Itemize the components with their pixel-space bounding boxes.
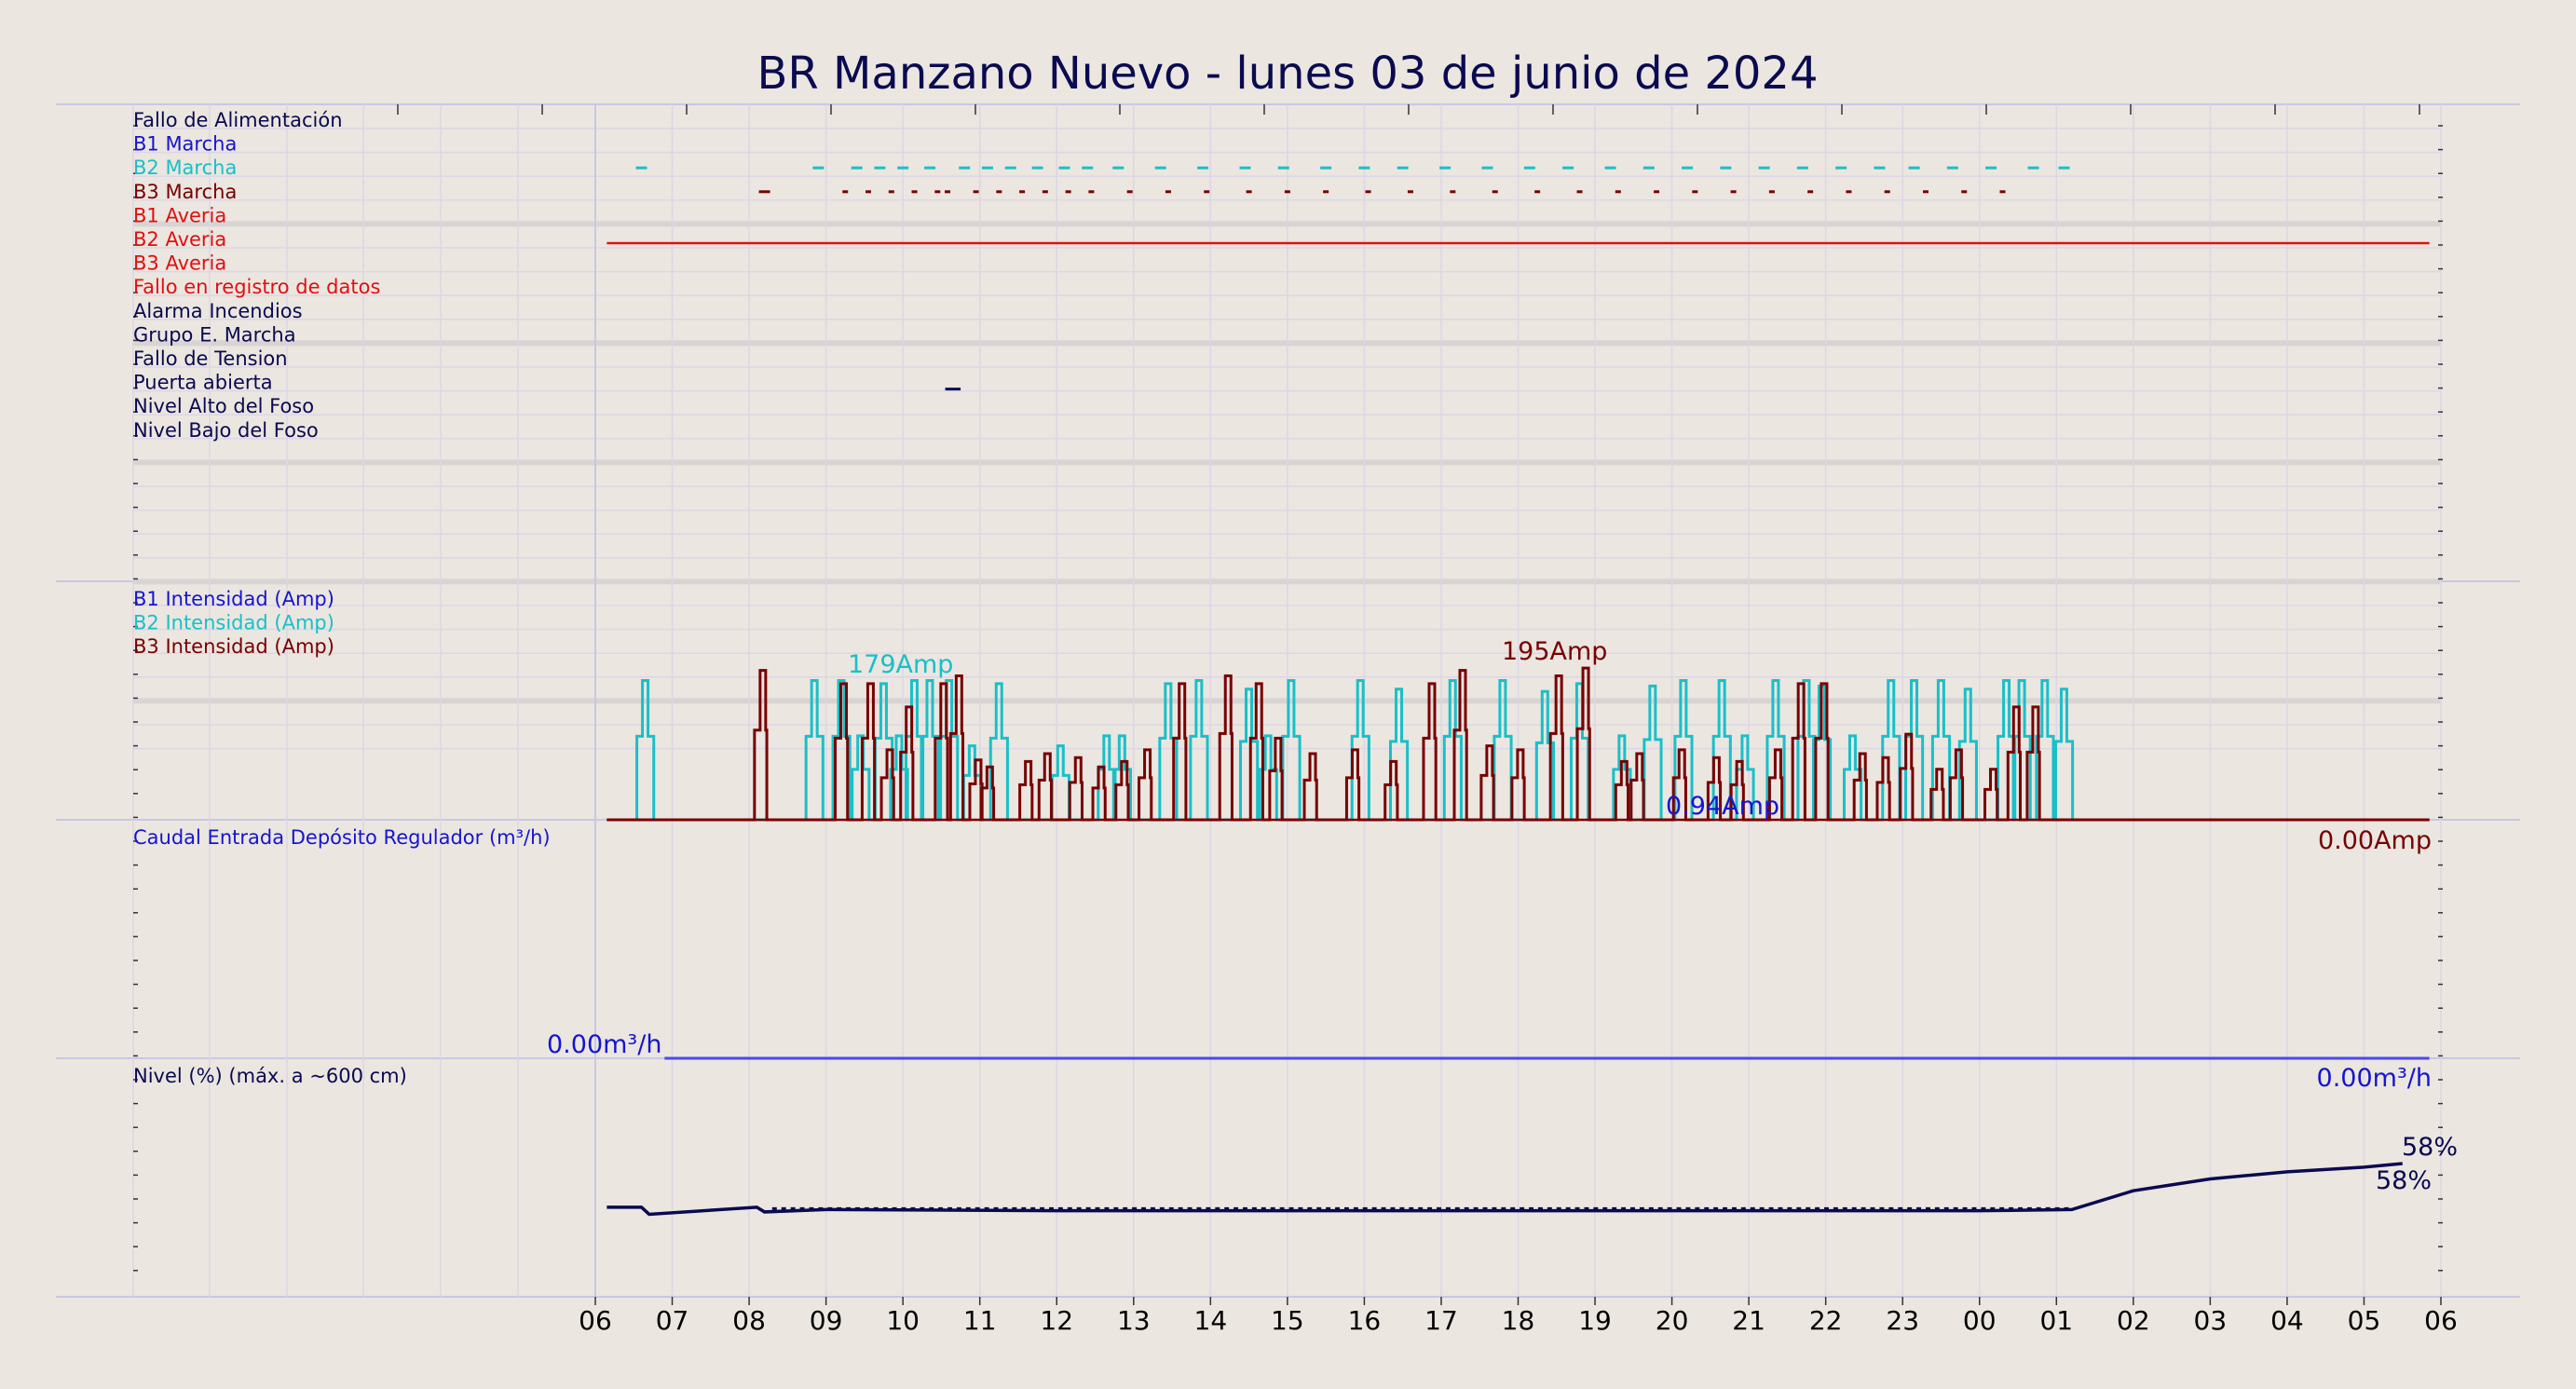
intensity-label-2: B3 Intensidad (Amp) (133, 635, 334, 658)
x-tick-label-21: 03 (2194, 1305, 2228, 1336)
x-tick-label-12: 18 (1502, 1305, 1535, 1336)
x-tick-label-10: 16 (1348, 1305, 1382, 1336)
status-label-7: Fallo en registro de datos (133, 276, 380, 298)
status-label-5: B2 Averia (133, 228, 226, 251)
x-tick-label-1: 07 (656, 1305, 689, 1336)
status-label-13: Nivel Bajo del Foso (133, 419, 319, 442)
x-tick-label-5: 11 (963, 1305, 997, 1336)
status-label-3: B3 Marcha (133, 181, 237, 203)
series-layer (607, 166, 2430, 1217)
annotations: 179Amp 195Amp 0.94Amp 0.00Amp 0.00m³/h 0… (547, 637, 2458, 1195)
x-tick-label-9: 15 (1271, 1305, 1304, 1336)
intensity-label-0: B1 Intensidad (Amp) (133, 588, 334, 610)
x-tick-label-22: 04 (2270, 1305, 2304, 1336)
x-tick-label-2: 08 (732, 1305, 766, 1336)
status-label-4: B1 Averia (133, 204, 226, 226)
status-label-12: Nivel Alto del Foso (133, 395, 314, 417)
chart-title: BR Manzano Nuevo - lunes 03 de junio de … (756, 48, 1818, 100)
x-tick-label-8: 14 (1194, 1305, 1228, 1336)
status-label-2: B2 Marcha (133, 157, 237, 179)
status-label-0: Fallo de Alimentación (133, 109, 343, 131)
x-tick-label-19: 01 (2039, 1305, 2073, 1336)
x-tick-label-18: 00 (1963, 1305, 1997, 1336)
background-grid (56, 103, 2520, 1298)
x-tick-label-3: 09 (810, 1305, 843, 1336)
x-tick-label-16: 22 (1809, 1305, 1843, 1336)
x-tick-label-20: 02 (2117, 1305, 2150, 1336)
x-tick-label-13: 19 (1578, 1305, 1612, 1336)
level-line (607, 1162, 2403, 1217)
ann-level-last: 58% (2376, 1166, 2432, 1195)
x-tick-label-0: 06 (579, 1305, 612, 1336)
ann-b3-last: 0.00Amp (2318, 826, 2432, 855)
ann-b2-max: 179Amp (848, 650, 953, 679)
x-tick-label-14: 20 (1656, 1305, 1689, 1336)
x-tick-label-7: 13 (1117, 1305, 1151, 1336)
x-tick-label-4: 10 (886, 1305, 920, 1336)
ann-flow-end: 0.00m³/h (2317, 1064, 2432, 1093)
status-label-9: Grupo E. Marcha (133, 323, 296, 346)
ann-level-max: 58% (2402, 1133, 2458, 1162)
x-tick-label-24: 06 (2424, 1305, 2458, 1336)
x-tick-label-11: 17 (1424, 1305, 1458, 1336)
intensity-label-1: B2 Intensidad (Amp) (133, 612, 334, 634)
x-tick-label-17: 23 (1886, 1305, 1919, 1336)
status-label-8: Alarma Incendios (133, 300, 303, 322)
status-label-6: B3 Averia (133, 252, 226, 275)
x-tick-label-6: 12 (1040, 1305, 1073, 1336)
x-tick-label-23: 05 (2348, 1305, 2381, 1336)
status-label-11: Puerta abierta (133, 372, 273, 394)
ann-b3-max: 195Amp (1502, 637, 1607, 666)
level-label: Nivel (%) (máx. a ~600 cm) (133, 1065, 407, 1087)
status-label-10: Fallo de Tension (133, 347, 288, 370)
x-axis-ticks: 06 07 08 09 10 11 12 13 14 15 16 17 18 19 20 21 22 23 00 01… (579, 1297, 2458, 1336)
flow-label: Caudal Entrada Depósito Regulador (m³/h) (133, 826, 551, 849)
status-label-1: B1 Marcha (133, 133, 237, 156)
ann-b1-last: 0.94Amp (1666, 792, 1779, 821)
x-tick-label-15: 21 (1732, 1305, 1765, 1336)
ann-flow-start: 0.00m³/h (547, 1030, 661, 1059)
